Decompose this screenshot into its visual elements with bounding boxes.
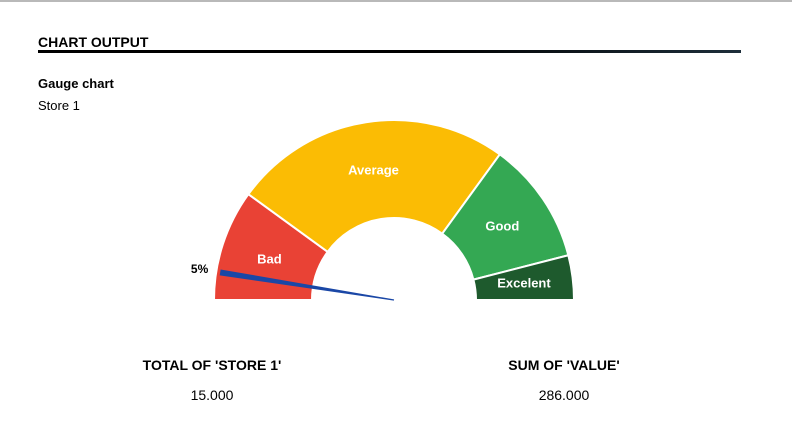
stat-value-total: 15.000: [190, 387, 234, 403]
gauge-band-label-bad: Bad: [257, 252, 282, 267]
stat-value-sum: 286.000: [538, 387, 590, 403]
gauge-value-label: 5%: [191, 262, 209, 276]
gauge-band-label-good: Good: [485, 218, 519, 233]
section-title: CHART OUTPUT: [38, 34, 149, 50]
section-underline: [38, 50, 741, 53]
gauge-band-label-excelent: Excelent: [497, 276, 551, 291]
gauge-band-excelent: [472, 254, 576, 301]
gauge-band-label-average: Average: [348, 163, 399, 178]
chart-title: Gauge chart: [38, 76, 114, 91]
gauge-needle: [219, 269, 395, 301]
chart-subtitle: Store 1: [38, 98, 80, 113]
gauge-band-average: [246, 119, 502, 254]
top-divider: [0, 0, 792, 2]
stat-label-total: TOTAL OF 'STORE 1': [142, 357, 282, 373]
stat-label-sum: SUM OF 'VALUE': [508, 357, 620, 373]
